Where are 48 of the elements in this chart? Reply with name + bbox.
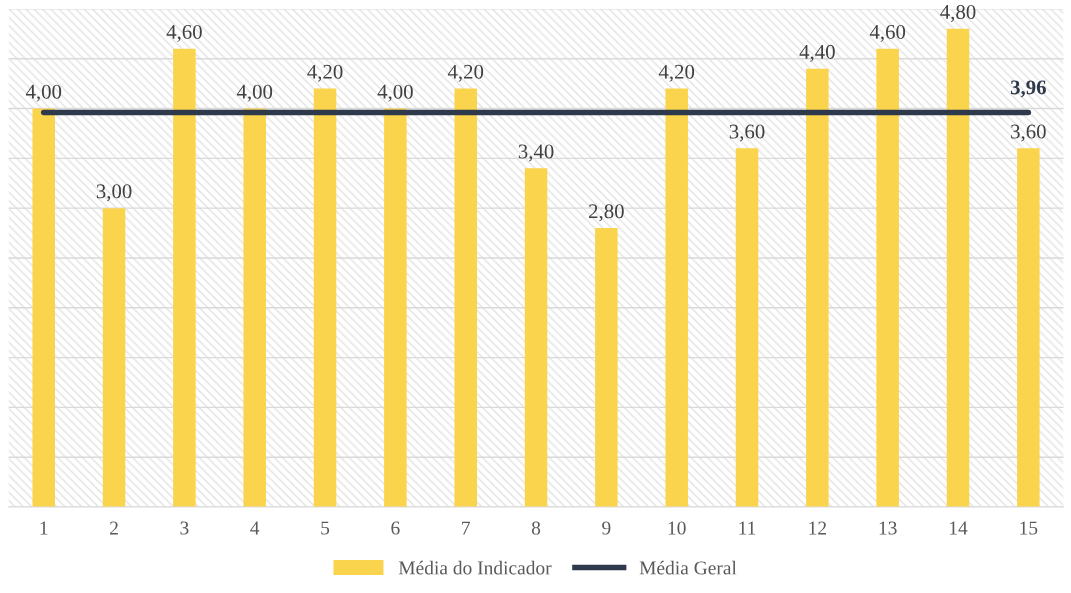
bar bbox=[806, 68, 829, 508]
bar bbox=[454, 88, 477, 508]
data-label: 4,00 bbox=[377, 84, 413, 102]
data-label: 3,96 bbox=[1010, 80, 1046, 98]
x-tick-label: 4 bbox=[250, 521, 260, 535]
data-label: 4,60 bbox=[869, 24, 906, 42]
bar bbox=[665, 88, 688, 508]
data-label: 4,20 bbox=[307, 64, 343, 82]
data-label: 2,80 bbox=[589, 204, 624, 222]
bar bbox=[876, 48, 899, 508]
x-tick-label: 6 bbox=[391, 521, 400, 535]
bar bbox=[243, 108, 266, 508]
x-tick-label: 14 bbox=[950, 521, 968, 535]
bar bbox=[313, 88, 337, 508]
bar bbox=[32, 108, 55, 508]
x-tick-label: 15 bbox=[1020, 521, 1038, 535]
data-label: 4,80 bbox=[940, 4, 976, 23]
data-label: 3,60 bbox=[1011, 124, 1046, 142]
x-tick-label: 3 bbox=[180, 521, 189, 535]
data-label: 4,60 bbox=[166, 24, 202, 42]
x-tick-label: 9 bbox=[602, 521, 611, 535]
data-label: 4,00 bbox=[25, 84, 62, 102]
legend-label: Média do Indicador bbox=[398, 560, 552, 575]
data-label: 4,00 bbox=[236, 84, 273, 102]
bar bbox=[102, 208, 126, 508]
x-tick-label: 1 bbox=[40, 521, 48, 535]
bar bbox=[173, 48, 196, 508]
x-tick-label: 8 bbox=[531, 521, 541, 535]
data-label: 4,40 bbox=[799, 44, 835, 62]
bar bbox=[1017, 148, 1040, 508]
bar bbox=[946, 28, 970, 508]
legend-label: Média Geral bbox=[639, 560, 737, 575]
x-tick-label: 13 bbox=[879, 521, 897, 535]
bar bbox=[524, 168, 548, 508]
data-label: 4,20 bbox=[658, 64, 695, 82]
data-label: 4,20 bbox=[447, 64, 484, 82]
data-label: 3,00 bbox=[96, 184, 132, 202]
bar bbox=[735, 148, 759, 508]
data-label: 3,60 bbox=[729, 124, 765, 142]
x-tick-label: 5 bbox=[321, 521, 330, 535]
bar bbox=[595, 228, 618, 508]
x-tick-label: 12 bbox=[809, 521, 826, 535]
x-tick-label: 2 bbox=[110, 521, 118, 535]
x-tick-label: 7 bbox=[462, 521, 471, 535]
x-tick-label: 10 bbox=[668, 521, 686, 535]
x-tick-label: 11 bbox=[739, 521, 756, 535]
bar bbox=[384, 108, 407, 508]
data-label: 3,40 bbox=[518, 144, 554, 162]
